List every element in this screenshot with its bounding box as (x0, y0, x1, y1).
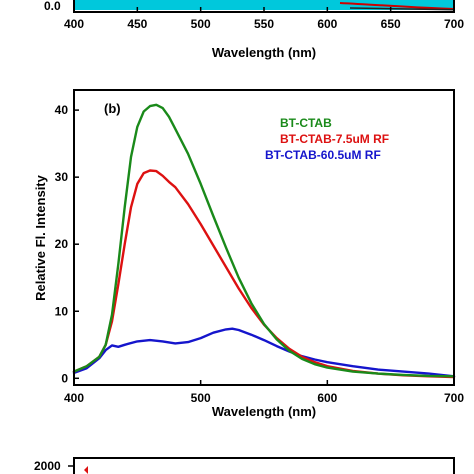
top-panel: 0.0 400 450 500 550 600 650 700 Wavelength (nm… (44, 0, 464, 60)
x-axis-label: Wavelength (nm) (212, 404, 316, 419)
y-tick-label: 0 (61, 371, 68, 385)
top-x-axis-label: Wavelength (nm) (212, 45, 316, 60)
top-red-curve (339, 2, 455, 10)
top-x-tick-label: 400 (64, 17, 84, 31)
bottom-panel: 2000 (34, 457, 455, 474)
top-panel-curves (74, 0, 455, 11)
top-y-tick: 0.0 (44, 0, 61, 13)
legend-entry: BT-CTAB (280, 116, 332, 130)
top-cyan-fill (74, 0, 454, 10)
x-tick-label: 500 (191, 391, 211, 405)
y-tick-label: 10 (55, 304, 69, 318)
series-line-1 (72, 169, 456, 379)
x-tick-label: 700 (444, 391, 464, 405)
legend: BT-CTAB BT-CTAB-7.5uM RF BT-CTAB-60.5uM RF (265, 116, 389, 162)
y-axis-label: Relative Fl. Intensity (33, 174, 48, 300)
top-x-tick-label: 650 (381, 17, 401, 31)
top-x-tick-label: 600 (317, 17, 337, 31)
y-tick-label: 40 (55, 103, 69, 117)
plot-frame-b (73, 89, 455, 386)
series-line-2 (72, 327, 456, 378)
top-x-ticks: 400 450 500 550 600 650 700 (64, 7, 464, 31)
x-tick-label: 600 (317, 391, 337, 405)
y-tick-label: 30 (55, 170, 69, 184)
top-dark-curve (349, 7, 455, 11)
series-group (72, 103, 456, 379)
top-x-tick-label: 500 (191, 17, 211, 31)
bottom-marker (84, 466, 88, 474)
top-x-tick-label: 450 (127, 17, 147, 31)
legend-entry: BT-CTAB-7.5uM RF (280, 132, 389, 146)
bottom-plot-frame (73, 457, 455, 474)
panel-label: (b) (104, 101, 121, 116)
x-ticks: 400 500 600 700 (64, 380, 464, 405)
legend-entry: BT-CTAB-60.5uM RF (265, 148, 381, 162)
series-line-0 (72, 103, 456, 378)
y-ticks: 0 10 20 30 40 (55, 103, 79, 385)
top-x-tick-label: 550 (254, 17, 274, 31)
top-x-tick-label: 700 (444, 17, 464, 31)
plot-area-b (74, 90, 454, 385)
bottom-y-tick: 2000 (34, 459, 61, 473)
y-tick-label: 20 (55, 237, 69, 251)
x-tick-label: 400 (64, 391, 84, 405)
